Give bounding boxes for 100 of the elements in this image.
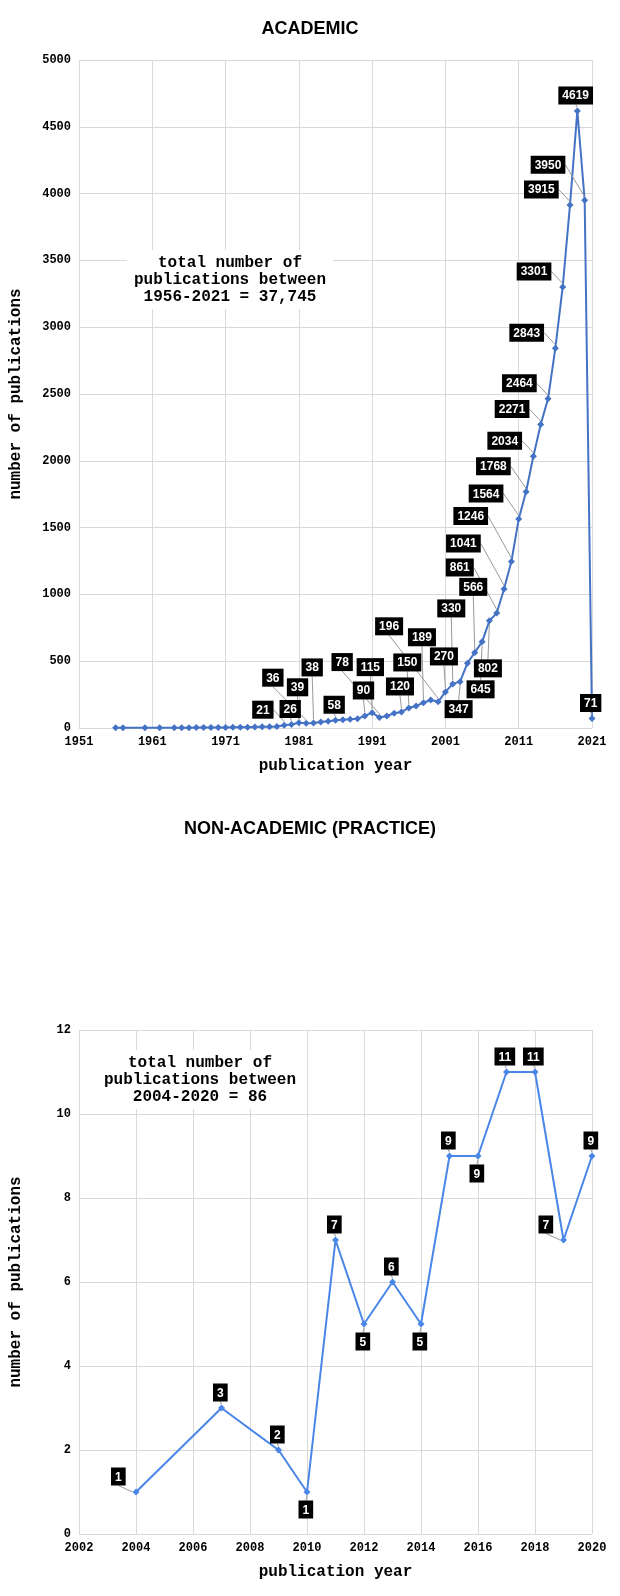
data-label: 3 (216, 1385, 224, 1400)
x-tick-label: 2008 (235, 1541, 265, 1555)
y-tick-label: 12 (56, 1023, 71, 1037)
data-label: 11 (527, 1049, 541, 1064)
data-label: 196 (379, 619, 400, 634)
data-label: 7 (542, 1217, 550, 1232)
y-tick-label: 8 (63, 1191, 71, 1205)
point (360, 1320, 368, 1328)
x-tick-label: 1961 (137, 735, 167, 749)
point (503, 1068, 510, 1076)
point (588, 1152, 596, 1160)
x-tick-label: 2004 (121, 1541, 151, 1555)
data-label: 861 (449, 560, 471, 575)
data-label: 330 (441, 601, 462, 616)
y-tick-label: 2000 (42, 453, 71, 468)
data-label: 2843 (513, 325, 541, 340)
chart-title: NON-ACADEMIC (PRACTICE) (184, 818, 436, 838)
data-label: 11 (498, 1049, 512, 1064)
data-label: 71 (583, 696, 598, 711)
point (218, 1404, 225, 1412)
data-label: 9 (587, 1133, 595, 1148)
data-label: 3915 (528, 182, 556, 197)
data-label: 5 (359, 1334, 367, 1349)
y-tick-label: 2 (63, 1443, 71, 1457)
point (531, 1068, 539, 1076)
x-tick-label: 2020 (577, 1541, 607, 1555)
y-tick-label: 2500 (42, 387, 71, 401)
y-tick-label: 1000 (42, 587, 71, 602)
point (132, 1488, 140, 1496)
x-tick-label: 2016 (463, 1541, 493, 1555)
x-tick-label: 1991 (357, 735, 387, 749)
data-label: 802 (477, 661, 499, 676)
data-label: 90 (356, 683, 371, 698)
data-label: 1041 (450, 536, 478, 551)
y-tick-label: 3500 (42, 253, 71, 268)
x-tick-label: 2011 (504, 735, 534, 749)
point (275, 1446, 282, 1454)
x-tick-label: 2010 (292, 1541, 322, 1555)
data-label: 115 (360, 660, 381, 675)
data-label: 38 (305, 660, 320, 675)
data-label: 4619 (562, 88, 590, 103)
y-axis-title: number of publications (7, 1176, 25, 1388)
data-label: 1564 (472, 486, 500, 501)
data-label: 347 (448, 702, 469, 717)
data-label: 21 (256, 702, 270, 717)
x-tick-label: 1971 (211, 735, 240, 749)
data-label: 270 (433, 649, 455, 664)
data-label: 2271 (498, 402, 526, 417)
x-axis-title: publication year (258, 757, 413, 775)
x-tick-label: 2006 (178, 1541, 208, 1555)
data-label: 2034 (491, 433, 519, 448)
y-axis-title: number of publications (7, 288, 25, 500)
y-tick-label: 4 (63, 1359, 71, 1373)
y-tick-label: 1500 (42, 520, 71, 535)
x-tick-label: 2012 (349, 1541, 379, 1555)
y-tick-label: 6 (63, 1275, 71, 1289)
point (303, 1488, 311, 1496)
data-label: 6 (387, 1259, 395, 1274)
data-label: 36 (266, 670, 280, 685)
data-label: 1246 (457, 509, 485, 524)
data-label: 3301 (520, 264, 548, 279)
data-label: 566 (463, 579, 484, 594)
data-label: 9 (444, 1133, 452, 1148)
data-label: 120 (389, 679, 411, 694)
point (389, 1278, 396, 1286)
data-label: 1 (302, 1502, 310, 1517)
data-label: 150 (397, 655, 418, 670)
x-tick-label: 2021 (577, 735, 607, 749)
data-label: 9 (473, 1166, 481, 1181)
data-label: 5 (416, 1334, 424, 1349)
point (446, 1152, 453, 1160)
point (417, 1320, 425, 1328)
chart-title: ACADEMIC (261, 18, 359, 38)
x-tick-label: 1981 (284, 735, 314, 749)
annotation: total number of publications between 1956-2021 = 37,745 (133, 253, 327, 306)
x-tick-label: 2001 (431, 735, 460, 749)
y-tick-label: 5000 (42, 53, 71, 67)
point (332, 1236, 339, 1244)
y-tick-label: 0 (63, 721, 71, 735)
data-label: 189 (411, 630, 433, 645)
data-label: 3950 (534, 157, 562, 172)
y-tick-label: 4500 (42, 119, 71, 134)
y-tick-label: 3000 (42, 320, 71, 335)
data-label: 1768 (480, 459, 508, 474)
data-label: 78 (335, 655, 350, 670)
point (474, 1152, 482, 1160)
data-label: 7 (330, 1217, 338, 1232)
x-tick-label: 2018 (520, 1541, 550, 1555)
data-label: 58 (327, 697, 342, 712)
y-tick-label: 4000 (42, 186, 71, 201)
data-label: 26 (283, 702, 298, 717)
y-tick-label: 0 (63, 1527, 71, 1541)
y-tick-label: 10 (56, 1107, 71, 1121)
data-label: 1 (114, 1469, 122, 1484)
x-tick-label: 2014 (406, 1541, 436, 1555)
x-axis-title: publication year (258, 1563, 413, 1581)
y-tick-label: 500 (49, 654, 71, 669)
data-label: 2464 (506, 376, 534, 391)
x-tick-label: 1951 (64, 735, 94, 749)
data-label: 2 (273, 1427, 281, 1442)
